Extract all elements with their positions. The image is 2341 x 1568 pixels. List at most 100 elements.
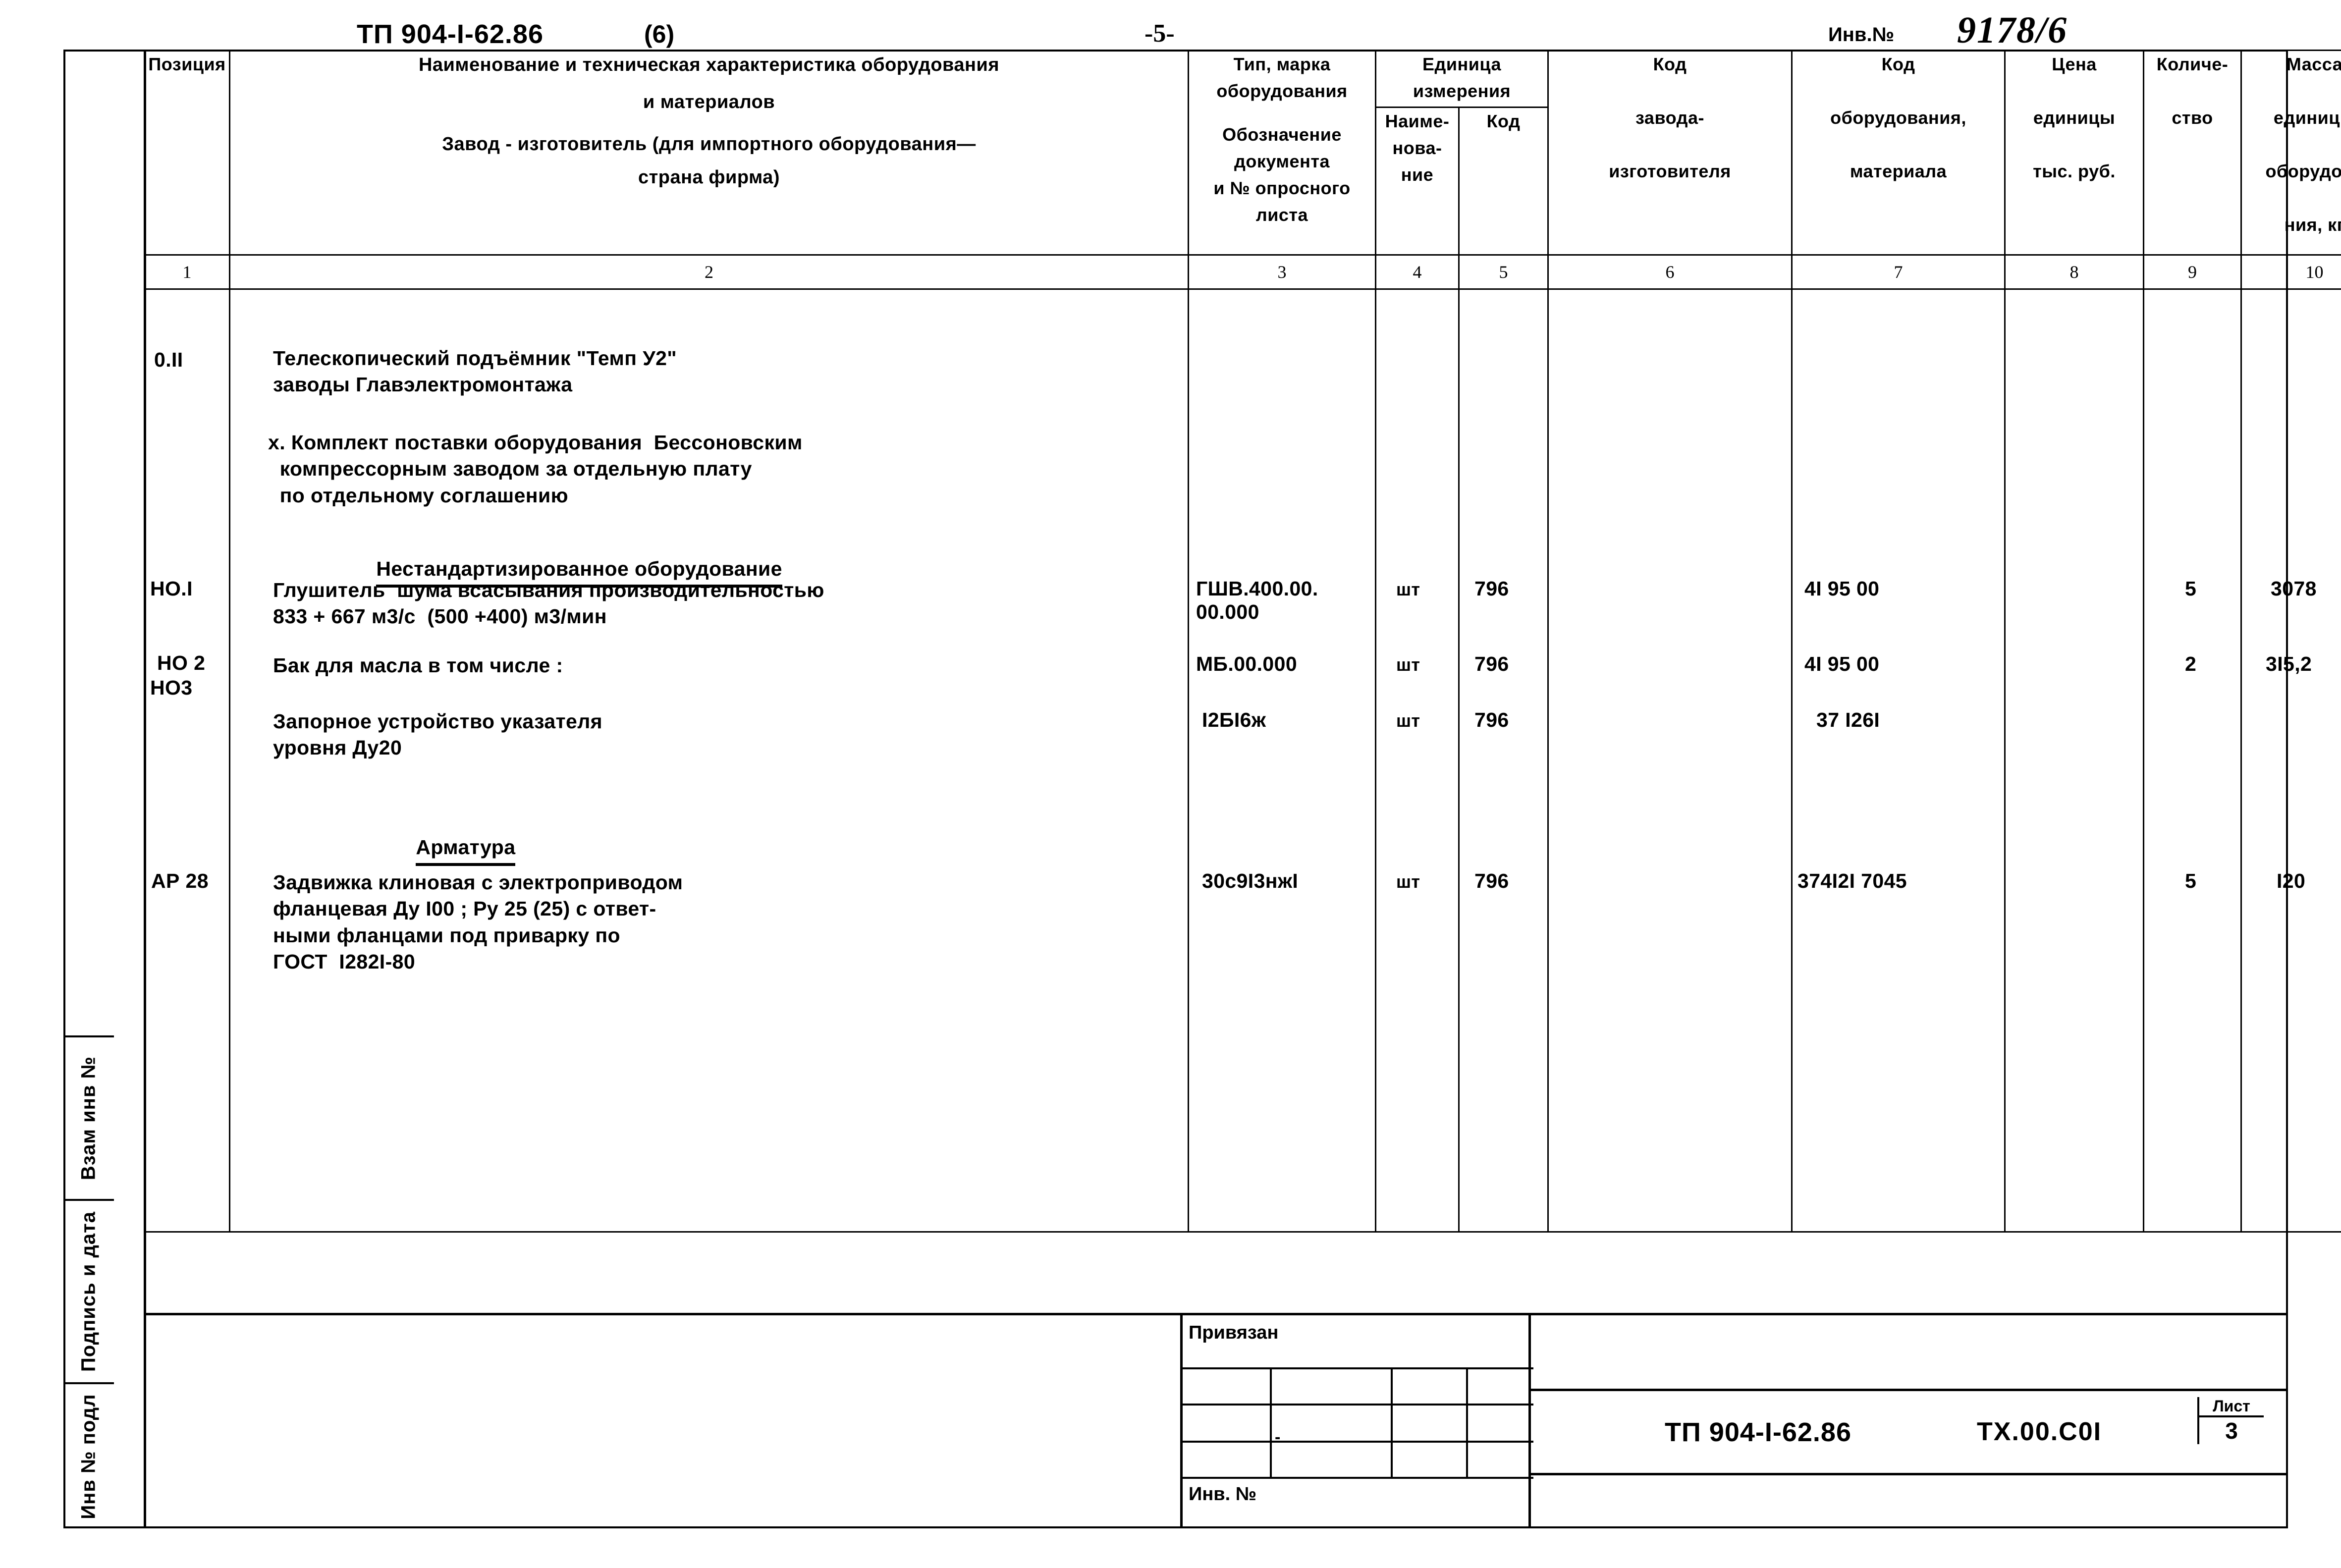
table-header-subrow: Наиме- нова- ние Код: [145, 107, 2341, 256]
title-block-right: ТП 904-I-62.86 ТХ.00.С0I Лист 3: [1531, 1315, 2288, 1528]
cell-unit-names: шт шт шт шт: [1375, 288, 1460, 1233]
row-quantity: 5: [2185, 869, 2197, 892]
title-block-left-empty: [144, 1315, 1180, 1528]
title-block-hline-bottom: [1531, 1473, 2288, 1475]
row-position: НО.I: [150, 577, 193, 600]
row-equipment-code: 4I 95 00: [1804, 577, 1880, 600]
header-type-mark-line2: оборудования: [1216, 81, 1348, 101]
header-doc-code: ТП 904-I-62.86: [357, 19, 544, 49]
header-description-line2: и материалов: [643, 92, 775, 112]
inventory-number: 9178/6: [1957, 9, 2068, 51]
row-position: 0.II: [154, 348, 183, 371]
grid-dash: -: [1275, 1428, 1281, 1447]
header-description-line3: Завод - изготовитель (для импортного обо…: [442, 134, 976, 155]
header-type-mark-line6: листа: [1255, 205, 1308, 225]
colnum-2: 2: [229, 254, 1189, 290]
sidebar-item-vzam-inv: Взам инв №: [63, 1035, 114, 1199]
row-quantity: 2: [2185, 652, 2197, 675]
sheet-indicator: Лист 3: [2197, 1397, 2264, 1444]
header-unit-price: Цена единицы тыс. руб.: [2004, 50, 2144, 256]
grid-vline: [1270, 1367, 1272, 1479]
grid-hline: [1183, 1441, 1533, 1443]
cell-unit-codes: 796 796 796 796: [1458, 288, 1549, 1233]
cell-factory-codes: [1547, 288, 1793, 1233]
row-unit-code: 796: [1474, 652, 1509, 675]
title-block: Привязан Инв. № - ТП 904-I-62.86 ТХ.00.С…: [144, 1313, 2288, 1528]
header-description: Наименование и техническая характеристик…: [229, 50, 1189, 256]
block-text: х. Комплект поставки оборудования Бессон…: [268, 431, 803, 507]
colnum-6: 6: [1547, 254, 1793, 290]
row-unit-code: 796: [1474, 708, 1509, 731]
header-description-line1: Наименование и техническая характеристик…: [418, 54, 1000, 75]
row-description: Глушитель шума всасывания производительн…: [273, 579, 824, 628]
header-unit-mass: Масса единицы оборудова ния, кг: [2240, 50, 2341, 256]
colnum-7: 7: [1791, 254, 2006, 290]
header-factory-code: Код завода- изготовителя: [1547, 50, 1793, 256]
row-unit-code: 796: [1474, 869, 1509, 892]
grid-hline: [1183, 1477, 1533, 1479]
row-type-mark: ГШВ.400.00. 00.000: [1196, 577, 1318, 623]
sidebar-item-label: Подпись и дата: [77, 1211, 100, 1372]
colnum-1: 1: [144, 254, 230, 290]
cell-type-marks: ГШВ.400.00. 00.000 МБ.00.000 I2БI6ж 30с9…: [1188, 288, 1376, 1233]
row-position: НО 2: [157, 651, 206, 674]
row-type-mark: МБ.00.000: [1196, 652, 1298, 675]
grid-vline: [1466, 1367, 1468, 1479]
row-unit-name: шт: [1396, 710, 1420, 731]
cell-positions: 0.II НО.I НО 2 НО3 АР 28: [144, 288, 230, 1233]
table-header-row: Позиция Наименование и техническая харак…: [144, 50, 2341, 256]
row-unit-mass: 3078: [2271, 577, 2317, 600]
header-type-mark-line3: Обозначение: [1222, 124, 1342, 145]
row-description: Задвижка клиновая с электроприводом флан…: [273, 871, 683, 973]
cell-equipment-codes: 4I 95 00 4I 95 00 37 I26I 374I2I 7045: [1791, 288, 2006, 1233]
header-unit-name: Наиме- нова- ние: [1375, 107, 1460, 256]
row-unit-mass: 3I5,2: [2266, 652, 2312, 675]
title-block-binding: Привязан Инв. № -: [1180, 1315, 1533, 1528]
title-block-hline-top: [1531, 1389, 2288, 1391]
cell-quantities: 5 2 5: [2143, 288, 2242, 1233]
row-type-mark: I2БI6ж: [1202, 708, 1266, 731]
colnum-9: 9: [2143, 254, 2242, 290]
row-description: Бак для масла в том числе :: [273, 654, 563, 677]
colnum-10: 10: [2240, 254, 2341, 290]
colnum-8: 8: [2004, 254, 2144, 290]
section-heading-label: Арматура: [416, 834, 516, 866]
inventory-label: Инв.№: [1828, 24, 1895, 46]
row-description: Запорное устройство указателя уровня Ду2…: [273, 710, 602, 759]
table-column-number-row: 1 2 3 4 5 6 7 8 9 10: [144, 254, 2341, 290]
header-unit-group: Единица измерения: [1375, 50, 1549, 108]
cell-unit-masses: 3078 3I5,2 I20: [2240, 288, 2341, 1233]
row-unit-name: шт: [1396, 579, 1420, 599]
row-equipment-code: 37 I26I: [1816, 708, 1880, 731]
equipment-specification-table: Позиция Наименование и техническая харак…: [144, 50, 2341, 1233]
header-type-mark-line1: Тип, марка: [1233, 54, 1331, 74]
row-equipment-code: 374I2I 7045: [1797, 869, 1907, 892]
header-description-line4: страна фирма): [638, 167, 780, 188]
sidebar-item-podpis-data: Подпись и дата: [63, 1199, 114, 1382]
binding-label: Привязан: [1189, 1322, 1279, 1343]
header-type-mark: Тип, марка оборудования Обозначение доку…: [1188, 50, 1376, 256]
cell-descriptions: Телескопический подъёмник "Темп У2" заво…: [229, 288, 1189, 1233]
row-equipment-code: 4I 95 00: [1804, 652, 1880, 675]
section-heading-armature: Арматура: [369, 808, 516, 892]
sidebar-item-label: Взам инв №: [77, 1056, 100, 1181]
row-unit-code: 796: [1474, 577, 1509, 600]
row-unit-mass: I20: [2277, 869, 2306, 892]
row-quantity: 5: [2185, 577, 2197, 600]
grid-hline: [1183, 1404, 1533, 1406]
row-unit-name: шт: [1396, 871, 1420, 892]
left-margin-stamp: Взам инв № Подпись и дата Инв № подл: [63, 1035, 114, 1528]
grid-hline: [1183, 1367, 1533, 1369]
sheet-number: 3: [2199, 1415, 2264, 1444]
title-block-doc-mark: ТХ.00.С0I: [1977, 1417, 2102, 1446]
binding-inv-label: Инв. №: [1189, 1484, 1257, 1505]
row-type-mark: 30с9I3нжI: [1202, 869, 1299, 892]
header-equipment-code: Код оборудования, материала: [1791, 50, 2006, 256]
title-block-doc-code: ТП 904-I-62.86: [1665, 1417, 1851, 1447]
binding-grid: -: [1183, 1367, 1533, 1479]
section-heading-nonstandard: Нестандартизированное оборудование: [329, 530, 782, 614]
block-text: Телескопический подъёмник "Темп У2" заво…: [273, 347, 677, 396]
header-revision: (6): [644, 20, 675, 48]
page-number: -5-: [1144, 19, 1175, 48]
row-unit-name: шт: [1396, 654, 1420, 675]
